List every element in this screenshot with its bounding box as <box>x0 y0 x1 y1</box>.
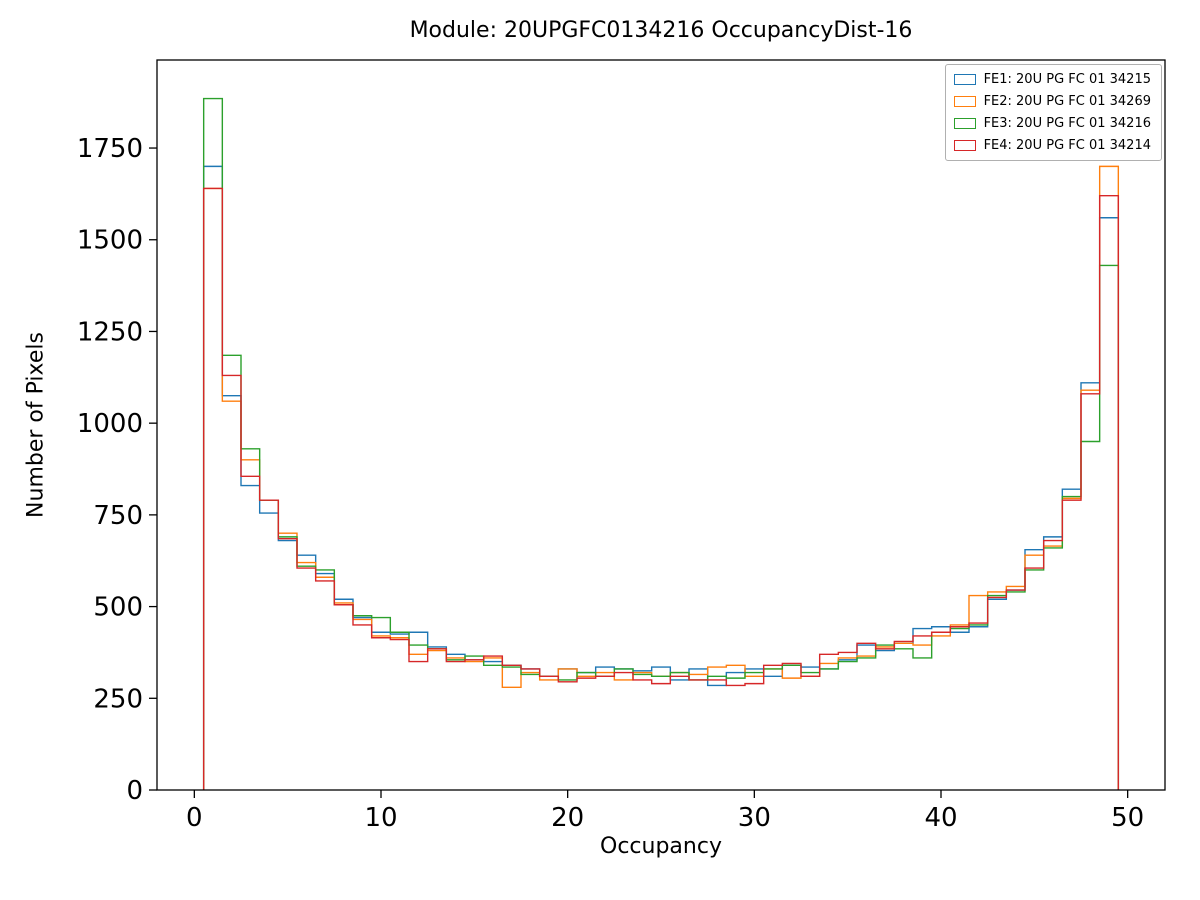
legend-item-fe1: FE1: 20U PG FC 01 34215 <box>953 71 1151 88</box>
legend-swatch-fe4 <box>953 140 976 151</box>
legend-label-fe2: FE2: 20U PG FC 01 34269 <box>983 94 1151 109</box>
svg-text:750: 750 <box>93 501 143 531</box>
legend-item-fe3: FE3: 20U PG FC 01 34216 <box>953 115 1151 132</box>
legend-item-fe4: FE4: 20U PG FC 01 34214 <box>953 137 1151 154</box>
legend-swatch-fe1 <box>953 74 976 85</box>
x-axis-label: Occupancy <box>600 834 722 859</box>
legend-swatch-fe3 <box>953 118 976 129</box>
svg-text:0: 0 <box>186 803 203 833</box>
svg-text:0: 0 <box>126 776 143 806</box>
svg-text:20: 20 <box>551 803 584 833</box>
svg-text:10: 10 <box>364 803 397 833</box>
legend-label-fe3: FE3: 20U PG FC 01 34216 <box>983 116 1151 131</box>
legend-swatch-fe2 <box>953 96 976 107</box>
svg-text:50: 50 <box>1111 803 1144 833</box>
svg-text:250: 250 <box>93 684 143 714</box>
chart-title: Module: 20UPGFC0134216 OccupancyDist-16 <box>409 18 913 43</box>
svg-text:1750: 1750 <box>77 134 143 164</box>
svg-text:40: 40 <box>924 803 957 833</box>
svg-text:500: 500 <box>93 593 143 623</box>
svg-text:30: 30 <box>738 803 771 833</box>
y-axis-label: Number of Pixels <box>23 332 49 518</box>
svg-text:1250: 1250 <box>77 317 143 347</box>
legend: FE1: 20U PG FC 01 34215 FE2: 20U PG FC 0… <box>944 64 1162 161</box>
svg-text:1000: 1000 <box>77 409 143 439</box>
legend-label-fe4: FE4: 20U PG FC 01 34214 <box>983 138 1151 153</box>
svg-text:1500: 1500 <box>77 226 143 256</box>
legend-label-fe1: FE1: 20U PG FC 01 34215 <box>983 72 1151 87</box>
legend-item-fe2: FE2: 20U PG FC 01 34269 <box>953 93 1151 110</box>
